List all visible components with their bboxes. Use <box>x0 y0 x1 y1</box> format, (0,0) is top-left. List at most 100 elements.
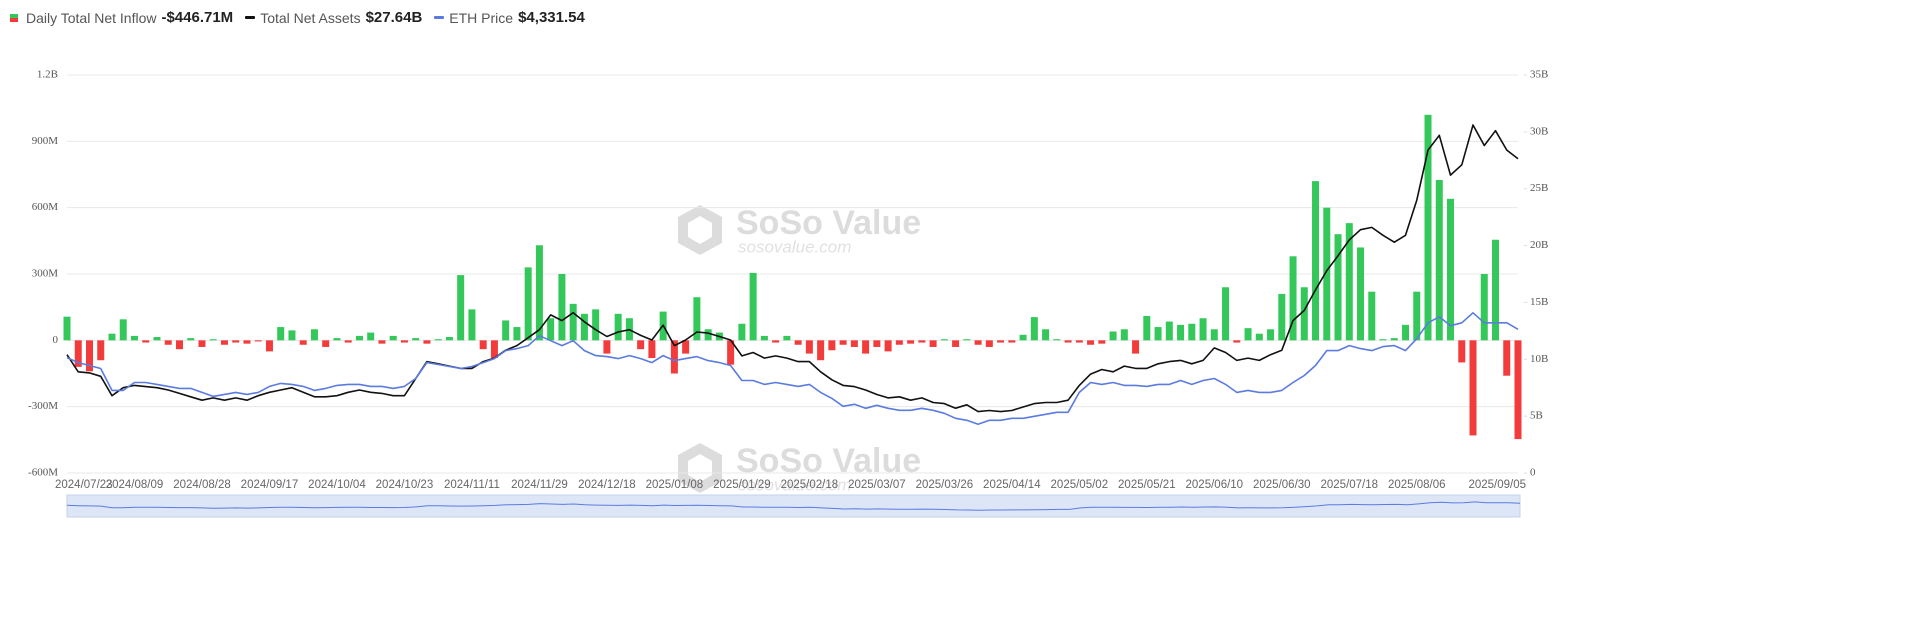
bar <box>524 267 532 341</box>
y2-tick-label: 25B <box>1530 182 1548 194</box>
x-tick-label: 2024/11/29 <box>511 479 568 491</box>
bar <box>828 340 836 351</box>
x-tick-label: 2025/03/26 <box>916 479 974 491</box>
x-tick-label: 2025/09/05 <box>1468 479 1526 491</box>
bar <box>738 323 746 341</box>
bar <box>1064 340 1072 343</box>
bar <box>760 335 768 341</box>
bar <box>1503 340 1511 376</box>
legend-item[interactable]: ETH Price $4,331.54 <box>434 9 585 26</box>
bar <box>1132 340 1140 354</box>
x-tick-label: 2024/08/28 <box>173 479 231 491</box>
x-tick-label: 2024/07/23 <box>55 479 113 491</box>
bar <box>952 340 960 347</box>
watermark-name: SoSo Value <box>736 204 921 242</box>
bar <box>1435 180 1443 341</box>
bar <box>254 340 262 342</box>
x-tick-label: 2025/05/21 <box>1118 479 1176 491</box>
bar <box>74 340 82 367</box>
legend: Daily Total Net Inflow -$446.71M Total Ne… <box>10 9 597 26</box>
bar <box>558 274 566 341</box>
bar <box>1379 339 1387 341</box>
bar <box>1210 329 1218 341</box>
y-tick-label: -600M <box>28 467 58 479</box>
bar <box>1098 340 1106 344</box>
bar <box>794 340 802 345</box>
bar <box>389 335 397 341</box>
x-tick-label: 2024/10/04 <box>308 479 366 491</box>
bar <box>209 339 217 341</box>
y2-tick-label: 5B <box>1530 410 1543 422</box>
y2-tick-label: 30B <box>1530 125 1548 137</box>
bar <box>299 340 307 345</box>
watermark-url: sosovalue.com <box>738 475 851 494</box>
bar <box>130 335 138 341</box>
bar <box>265 340 273 352</box>
watermark-logo <box>678 443 722 493</box>
bar <box>355 335 363 341</box>
bar <box>1458 340 1466 363</box>
bar <box>693 297 701 341</box>
legend-value: $4,331.54 <box>518 9 585 26</box>
bar <box>502 320 510 341</box>
bar <box>310 329 318 341</box>
watermark-logo <box>678 205 722 255</box>
bar <box>569 303 577 341</box>
bar <box>198 340 206 347</box>
y-tick-label: 900M <box>32 135 59 147</box>
y2-tick-label: 20B <box>1530 239 1548 251</box>
bar <box>1300 287 1308 341</box>
bar <box>1222 287 1230 341</box>
bar <box>839 340 847 345</box>
bar <box>1199 318 1207 341</box>
bar <box>1087 340 1095 345</box>
legend-label: Daily Total Net Inflow <box>26 9 157 26</box>
x-tick-label: 2025/07/18 <box>1320 479 1378 491</box>
watermark-name: SoSo Value <box>736 442 921 480</box>
line <box>66 124 1519 413</box>
x-tick-label: 2025/03/07 <box>848 479 906 491</box>
bar <box>63 316 71 341</box>
x-tick-label: 2024/12/18 <box>578 479 636 491</box>
bar <box>1447 198 1455 341</box>
bar <box>772 340 780 343</box>
bar <box>344 340 352 343</box>
bar <box>490 340 498 359</box>
bar <box>1345 223 1353 341</box>
bar <box>1289 256 1297 341</box>
x-tick-label: 2024/09/17 <box>241 479 299 491</box>
bar <box>378 340 386 344</box>
bar <box>1368 291 1376 341</box>
legend-swatch <box>245 16 256 19</box>
x-tick-label: 2024/11/11 <box>444 479 500 491</box>
legend-swatch <box>434 16 445 19</box>
bar <box>423 340 431 344</box>
bar <box>175 340 183 350</box>
bar <box>1334 234 1342 341</box>
y2-tick-label: 15B <box>1530 296 1548 308</box>
bar <box>1177 324 1185 341</box>
bar <box>1278 293 1286 341</box>
bar <box>603 340 611 354</box>
bar <box>1323 207 1331 341</box>
bar <box>513 327 521 341</box>
bar <box>1165 321 1173 341</box>
x-tick-label: 2024/08/09 <box>106 479 164 491</box>
bar <box>749 272 757 341</box>
bar <box>1154 327 1162 341</box>
legend-item[interactable]: Total Net Assets $27.64B <box>245 9 422 26</box>
bar <box>580 313 588 341</box>
bar <box>884 340 892 352</box>
bar <box>940 339 948 341</box>
legend-item[interactable]: Daily Total Net Inflow -$446.71M <box>10 9 233 26</box>
bar <box>333 338 341 341</box>
bar <box>232 340 240 343</box>
y-tick-label: -300M <box>28 400 58 412</box>
bar <box>1492 239 1500 341</box>
bar <box>637 340 645 350</box>
navigator[interactable] <box>66 494 1521 518</box>
y-tick-label: 300M <box>32 268 59 280</box>
bar <box>1109 331 1117 341</box>
